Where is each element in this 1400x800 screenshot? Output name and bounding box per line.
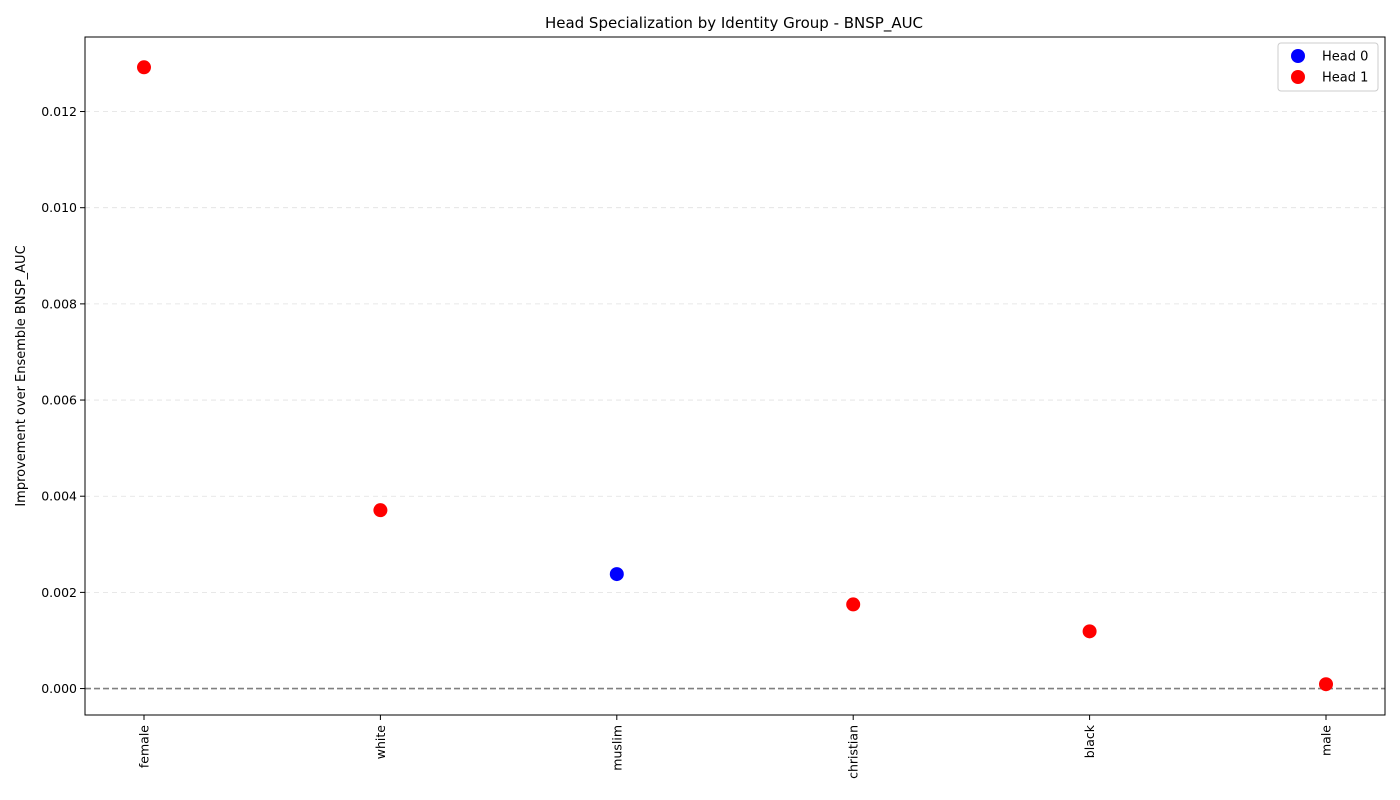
data-point-male — [1319, 677, 1333, 692]
y-axis-label: Improvement over Ensemble BNSP_AUC — [14, 245, 29, 506]
y-tick-label: 0.012 — [41, 104, 77, 119]
grid-lines — [85, 111, 1385, 689]
legend-label: Head 1 — [1322, 71, 1368, 86]
plot-frame — [84, 36, 1386, 716]
legend: Head 0 Head 1 — [1277, 42, 1379, 92]
y-tick-label: 0.004 — [41, 489, 77, 504]
data-point-white — [373, 503, 388, 518]
data-point-black — [1082, 624, 1097, 639]
y-tick-label: 0.010 — [41, 200, 77, 215]
legend-marker — [1291, 70, 1305, 84]
x-tick-label: white — [373, 725, 388, 760]
data-point-christian — [846, 597, 861, 612]
y-tick-label: 0.006 — [41, 393, 77, 408]
x-tick-label: female — [137, 725, 152, 768]
y-tick-label: 0.002 — [41, 585, 77, 600]
y-tick-label: 0.000 — [41, 681, 77, 696]
x-tick-label: christian — [846, 725, 861, 779]
chart-title: Head Specialization by Identity Group - … — [545, 14, 923, 33]
legend-marker — [1291, 49, 1305, 63]
y-tick-label: 0.008 — [41, 296, 77, 311]
data-point-female — [137, 60, 151, 75]
x-tick-label: black — [1082, 724, 1097, 758]
x-tick-label: male — [1319, 725, 1334, 756]
x-tick-label: muslim — [609, 725, 624, 771]
legend-label: Head 0 — [1322, 50, 1368, 65]
data-point-muslim — [609, 567, 624, 582]
data-points — [137, 60, 1333, 692]
axes: 0.000 0.002 0.004 0.006 0.008 0.010 0.012 femal… — [41, 36, 1386, 779]
